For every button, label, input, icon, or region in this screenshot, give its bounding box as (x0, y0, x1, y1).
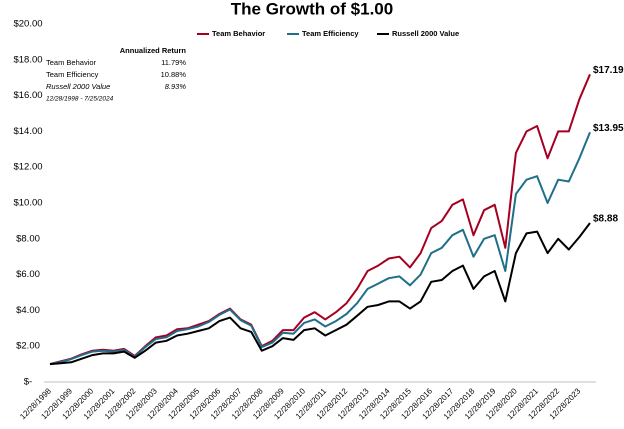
value-label: $13.95 (593, 123, 624, 134)
value-label: $8.88 (593, 214, 618, 225)
annotation-note: 12/28/1998 - 7/25/2024 (46, 96, 114, 103)
annotation-header: Annualized Return (120, 46, 187, 55)
y-tick-label: $16.00 (13, 90, 42, 101)
y-tick-label: $2.00 (16, 341, 40, 352)
y-tick-label: $14.00 (13, 126, 42, 137)
annotation-value: 10.88% (161, 70, 187, 79)
annotation-name: Russell 2000 Value (46, 82, 110, 91)
y-tick-label: $10.00 (13, 198, 42, 209)
value-label: $17.19 (593, 65, 624, 76)
y-tick-label: $18.00 (13, 54, 42, 65)
y-tick-label: $- (24, 377, 32, 388)
legend-label: Team Efficiency (302, 29, 359, 38)
y-tick-label: $20.00 (13, 19, 42, 30)
annotation-value: 11.79% (161, 58, 186, 67)
annotation-name: Team Efficiency (46, 70, 99, 79)
series-line (49, 222, 591, 366)
legend-label: Russell 2000 Value (392, 29, 459, 38)
series-line (49, 73, 591, 366)
y-tick-label: $6.00 (16, 269, 40, 280)
y-tick-label: $4.00 (16, 305, 40, 316)
chart-title: The Growth of $1.00 (231, 0, 393, 18)
y-tick-label: $12.00 (13, 162, 42, 173)
y-tick-label: $8.00 (16, 233, 40, 244)
annotation-name: Team Behavior (46, 58, 97, 67)
annotation-value: 8.93% (165, 82, 187, 91)
series-line (49, 131, 591, 366)
legend-label: Team Behavior (212, 29, 265, 38)
